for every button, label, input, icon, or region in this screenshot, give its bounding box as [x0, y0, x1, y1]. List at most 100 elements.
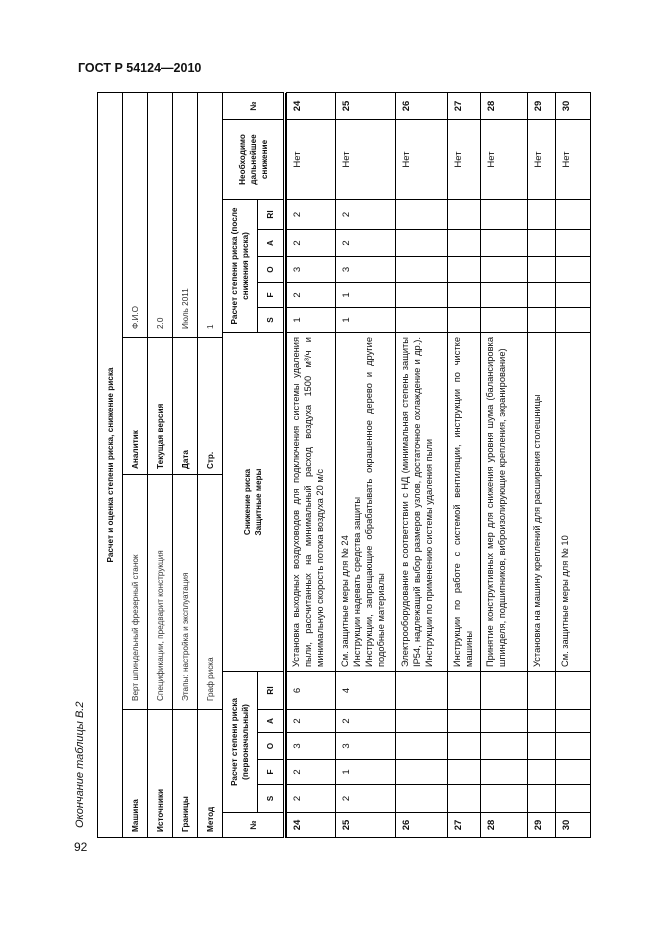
- info-value: Этапы: настройка и эксплуатация: [172, 474, 198, 710]
- protective-measures: См. защитные меры для № 24 Инструкции на…: [335, 332, 396, 672]
- info-label: Аналитик: [122, 337, 148, 475]
- after-risk-value: [527, 229, 556, 257]
- header-no: №: [222, 812, 284, 838]
- protective-measures: Установка выходных воздуховодов для подк…: [286, 332, 336, 672]
- protective-measures: Электрооборудование в соответствии с НД …: [395, 332, 448, 672]
- initial-risk-value: [447, 709, 481, 733]
- initial-risk-value: 2: [335, 784, 396, 813]
- header-letter: RI: [257, 199, 284, 230]
- after-risk-value: [447, 256, 481, 283]
- further-reduction: Нет: [555, 119, 591, 200]
- after-risk-value: [555, 307, 591, 333]
- after-risk-value: [555, 282, 591, 308]
- after-risk-value: [555, 199, 591, 230]
- initial-risk-value: [447, 671, 481, 710]
- header-letter: A: [257, 229, 284, 257]
- initial-risk-value: [395, 784, 448, 813]
- header-measures-subtitle: Защитные меры: [254, 468, 263, 536]
- info-label: Стр.: [197, 337, 223, 475]
- after-risk-value: [480, 229, 528, 257]
- initial-risk-value: [527, 709, 556, 733]
- document-id: ГОСТ Р 54124—2010: [78, 61, 202, 75]
- info-value: Верт шпиндельный фрезерный станок: [122, 474, 148, 710]
- header-letter: A: [257, 709, 284, 733]
- after-risk-value: [395, 307, 448, 333]
- header-letter: O: [257, 732, 284, 760]
- after-risk-value: [555, 256, 591, 283]
- after-risk-value: 1: [286, 307, 336, 333]
- header-no: №: [222, 92, 284, 120]
- after-risk-value: 3: [286, 256, 336, 283]
- after-risk-value: [527, 199, 556, 230]
- initial-risk-value: [447, 759, 481, 785]
- initial-risk-value: 1: [335, 759, 396, 785]
- table-title: Расчет и оценка степени риска, снижение …: [97, 92, 123, 838]
- header-measures: Снижение риска Защитные меры: [222, 332, 284, 672]
- info-value: Спецификации, предварит конструкция: [147, 474, 173, 710]
- after-risk-value: 2: [286, 199, 336, 230]
- info-value: Граф риска: [197, 474, 223, 710]
- protective-measures: Инструкции по работе с системой вентиляц…: [447, 332, 481, 672]
- row-number: 30: [555, 812, 591, 838]
- initial-risk-value: 2: [286, 784, 336, 813]
- info-value: Июль 2011: [172, 92, 198, 338]
- initial-risk-value: [395, 759, 448, 785]
- after-risk-value: [447, 282, 481, 308]
- initial-risk-value: [447, 784, 481, 813]
- after-risk-value: [527, 307, 556, 333]
- after-risk-value: [395, 256, 448, 283]
- row-number: 28: [480, 812, 528, 838]
- protective-measures: Принятие конструктивных мер для снижения…: [480, 332, 528, 672]
- initial-risk-value: [447, 732, 481, 760]
- further-reduction: Нет: [286, 119, 336, 200]
- further-reduction: Нет: [447, 119, 481, 200]
- info-value: 2.0: [147, 92, 173, 338]
- info-label: Текущая версия: [147, 337, 173, 475]
- info-label: Машина: [122, 709, 148, 838]
- protective-measures: См. защитные меры для № 10: [555, 332, 591, 672]
- initial-risk-value: 2: [286, 759, 336, 785]
- after-risk-value: [480, 256, 528, 283]
- after-risk-value: 1: [335, 282, 396, 308]
- initial-risk-value: 3: [335, 732, 396, 760]
- after-risk-value: [395, 282, 448, 308]
- initial-risk-value: [555, 671, 591, 710]
- after-risk-value: [480, 282, 528, 308]
- further-reduction: Нет: [335, 119, 396, 200]
- initial-risk-value: [527, 732, 556, 760]
- row-number: 24: [286, 812, 336, 838]
- after-risk-value: 2: [335, 229, 396, 257]
- initial-risk-value: 3: [286, 732, 336, 760]
- row-number: 27: [447, 812, 481, 838]
- info-label: Источники: [147, 709, 173, 838]
- after-risk-value: [395, 229, 448, 257]
- row-number: 26: [395, 812, 448, 838]
- initial-risk-value: [480, 732, 528, 760]
- protective-measures: Установка на машину креплений для расшир…: [527, 332, 556, 672]
- row-number: 25: [335, 92, 396, 120]
- initial-risk-value: [480, 759, 528, 785]
- header-further-reduction: Необходимо дальнейшее снижение: [222, 119, 284, 200]
- risk-assessment-table: Расчет и оценка степени риска, снижение …: [97, 92, 591, 838]
- after-risk-value: 2: [286, 229, 336, 257]
- initial-risk-value: [480, 784, 528, 813]
- row-number: 26: [395, 92, 448, 120]
- after-risk-value: [447, 307, 481, 333]
- initial-risk-value: [527, 759, 556, 785]
- initial-risk-value: 6: [286, 671, 336, 710]
- table-caption: Окончание таблицы В.2: [74, 701, 86, 828]
- header-letter: S: [257, 307, 284, 333]
- info-label: Метод: [197, 709, 223, 838]
- initial-risk-value: [480, 709, 528, 733]
- after-risk-value: [555, 229, 591, 257]
- initial-risk-value: [555, 709, 591, 733]
- header-measures-title: Снижение риска: [243, 468, 252, 536]
- header-letter: F: [257, 759, 284, 785]
- initial-risk-value: [395, 732, 448, 760]
- initial-risk-value: [527, 784, 556, 813]
- row-number: 24: [286, 92, 336, 120]
- row-number: 28: [480, 92, 528, 120]
- after-risk-value: 2: [286, 282, 336, 308]
- after-risk-value: [395, 199, 448, 230]
- row-number: 30: [555, 92, 591, 120]
